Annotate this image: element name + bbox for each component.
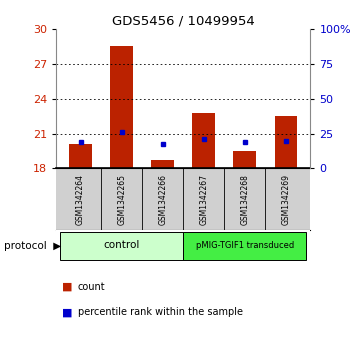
Bar (192, 113, 215, 168)
Bar (183, 232, 306, 260)
Text: GSM1342268: GSM1342268 (240, 174, 249, 225)
Text: pMIG-TGIF1 transduced: pMIG-TGIF1 transduced (196, 241, 294, 250)
Text: ■: ■ (61, 282, 72, 292)
Text: GSM1342269: GSM1342269 (281, 174, 290, 225)
Bar (151, 160, 174, 168)
Text: GSM1342267: GSM1342267 (199, 174, 208, 225)
Bar (69, 144, 92, 168)
Text: count: count (78, 282, 105, 292)
Text: GSM1342266: GSM1342266 (158, 174, 167, 225)
Bar (60, 232, 183, 260)
Bar (234, 151, 256, 168)
Text: protocol  ▶: protocol ▶ (4, 241, 61, 251)
Text: GSM1342264: GSM1342264 (76, 174, 85, 225)
Bar (110, 46, 133, 168)
Bar (275, 116, 297, 168)
Text: ■: ■ (61, 307, 72, 317)
Text: GSM1342265: GSM1342265 (117, 174, 126, 225)
Title: GDS5456 / 10499954: GDS5456 / 10499954 (112, 15, 255, 28)
Text: percentile rank within the sample: percentile rank within the sample (78, 307, 243, 317)
Text: control: control (104, 240, 140, 250)
